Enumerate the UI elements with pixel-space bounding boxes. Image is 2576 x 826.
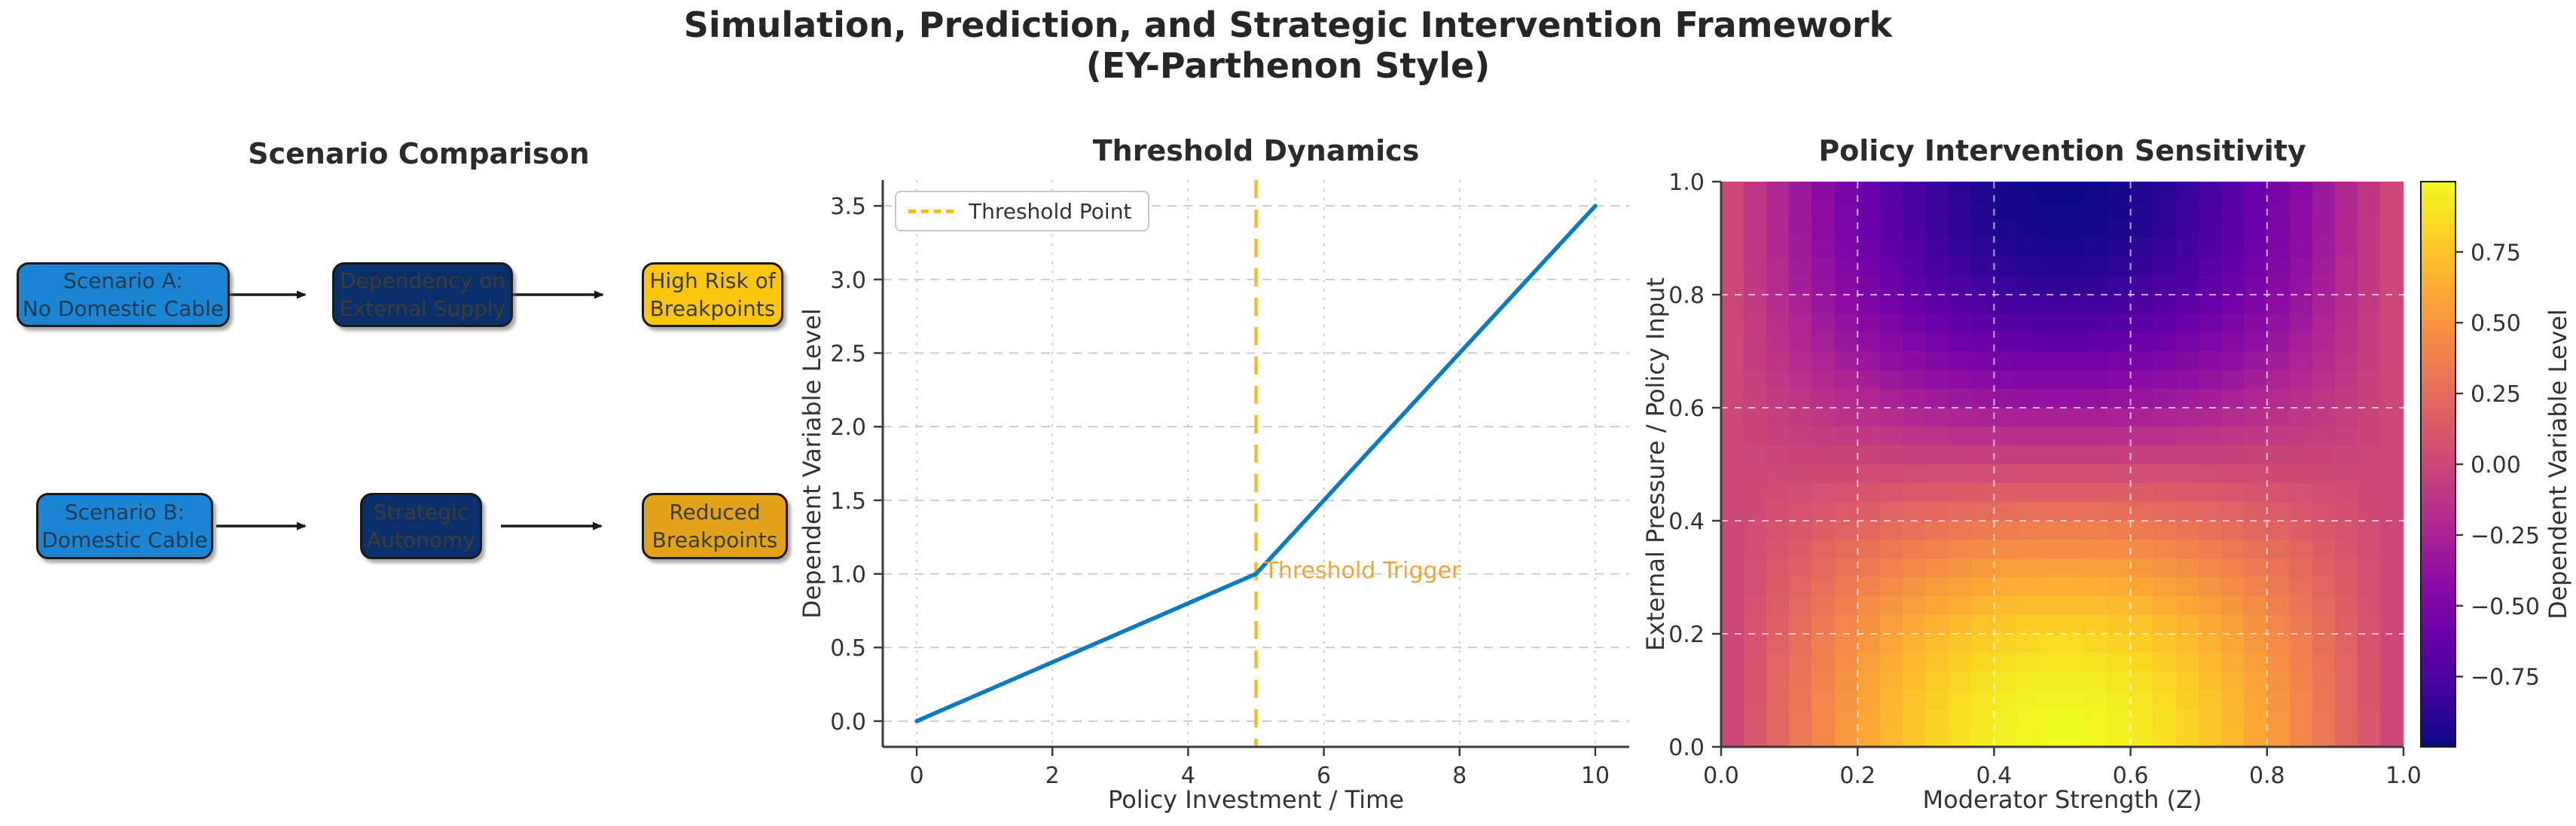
line-chart-ylabel: Dependent Variable Level <box>798 308 826 619</box>
heatmap-x-tick-label: 0.6 <box>2113 763 2149 789</box>
colorbar-tick-label: 0.50 <box>2471 311 2521 337</box>
heatmap-x-tick-label: 0.8 <box>2249 763 2285 789</box>
y-tick-label: 2.5 <box>830 341 866 368</box>
reduced-breakpoints-line2: Breakpoints <box>652 528 778 552</box>
heatmap-x-tick-label: 0.0 <box>1703 763 1739 789</box>
scenario-a-box: Scenario A: No Domestic Cable <box>17 262 230 327</box>
colorbar-tick-label: −0.50 <box>2471 594 2540 620</box>
colorbar-tick-label: −0.75 <box>2471 665 2540 691</box>
strategic-autonomy-line2: Autonomy <box>367 528 475 552</box>
dependency-line1: Dependency on <box>339 268 506 293</box>
flow-arrows <box>203 290 604 531</box>
heatmap-title: Policy Intervention Sensitivity <box>1818 134 2306 167</box>
x-tick-label: 4 <box>1181 763 1195 789</box>
legend-label: Threshold Point <box>969 198 1132 224</box>
figure-title: Simulation, Prediction, and Strategic In… <box>0 5 2576 86</box>
heatmap-y-tick-label: 1.0 <box>1668 170 1705 196</box>
figure-title-line1: Simulation, Prediction, and Strategic In… <box>683 5 1893 45</box>
threshold-trigger-annotation: Threshold Trigger <box>1264 557 1461 584</box>
colorbar-tick-label: −0.25 <box>2471 523 2540 549</box>
y-tick-label: 0.5 <box>830 635 866 662</box>
dependency-box: Dependency on External Supply <box>332 262 513 327</box>
y-tick-label: 3.0 <box>830 268 866 294</box>
heatmap-x-tick-label: 0.2 <box>1839 763 1876 789</box>
reduced-breakpoints-line1: Reduced <box>669 500 761 525</box>
y-tick-label: 1.0 <box>830 561 866 588</box>
heatmap-image <box>1721 182 2404 747</box>
strategic-autonomy-line1: Strategic <box>373 500 469 525</box>
dependent-variable-line <box>914 203 1598 724</box>
threshold-dash-sample <box>908 209 954 213</box>
diagram-title: Scenario Comparison <box>248 137 590 170</box>
dependency-line2: External Supply <box>339 296 506 321</box>
heatmap-y-tick-label: 0.8 <box>1668 283 1705 309</box>
scenario-b-box: Scenario B: Domestic Cable <box>36 493 213 559</box>
heatmap-x-tick-label: 0.4 <box>1976 763 2013 789</box>
heatmap-ylabel: External Pressure / Policy Input <box>1641 277 1670 651</box>
colorbar-label: Dependent Variable Level <box>2544 309 2572 620</box>
strategic-autonomy-box: Strategic Autonomy <box>360 493 482 559</box>
x-tick-label: 8 <box>1452 763 1467 789</box>
x-tick-label: 0 <box>909 763 923 789</box>
high-risk-line2: Breakpoints <box>649 296 776 321</box>
scenario-a-line2: No Domestic Cable <box>22 296 224 321</box>
scenario-a-line1: Scenario A: <box>63 268 183 293</box>
heatmap-x-tick-label: 1.0 <box>2385 763 2422 789</box>
colorbar-tick-label: 0.75 <box>2471 240 2521 266</box>
y-tick-label: 1.5 <box>830 488 866 515</box>
heatmap-y-tick-label: 0.0 <box>1668 735 1705 761</box>
y-tick-label: 3.5 <box>830 194 866 220</box>
colorbar-tick-label: 0.25 <box>2471 381 2521 408</box>
heatmap-y-tick-label: 0.2 <box>1668 622 1705 648</box>
heatmap-y-tick-label: 0.6 <box>1668 396 1705 422</box>
colorbar-tick-label: 0.00 <box>2471 452 2521 479</box>
figure-title-line2: (EY-Parthenon Style) <box>1085 45 1491 86</box>
legend: Threshold Point <box>895 191 1150 231</box>
line-chart-title: Threshold Dynamics <box>1092 134 1420 167</box>
x-tick-label: 6 <box>1317 763 1331 789</box>
line-chart-xlabel: Policy Investment / Time <box>1108 785 1404 814</box>
colorbar-gradient <box>2420 181 2456 748</box>
high-risk-box: High Risk of Breakpoints <box>642 262 783 327</box>
x-tick-label: 10 <box>1581 763 1610 789</box>
high-risk-line1: High Risk of <box>649 268 776 293</box>
y-tick-label: 0.0 <box>830 709 866 736</box>
heatmap-y-tick-label: 0.4 <box>1668 509 1705 535</box>
heatmap-xlabel: Moderator Strength (Z) <box>1922 785 2202 814</box>
reduced-breakpoints-box: Reduced Breakpoints <box>642 493 788 559</box>
y-tick-label: 2.0 <box>830 415 866 441</box>
scenario-b-line1: Scenario B: <box>64 500 185 525</box>
x-tick-label: 2 <box>1045 763 1060 789</box>
scenario-b-line2: Domestic Cable <box>41 528 208 552</box>
